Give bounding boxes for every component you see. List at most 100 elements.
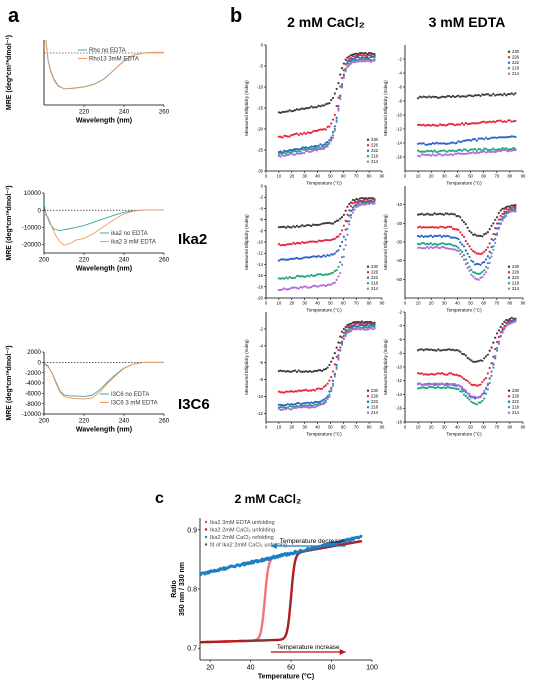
point-214 <box>358 204 362 207</box>
point-230 <box>286 225 290 228</box>
point-214 <box>426 383 429 386</box>
point-230 <box>457 214 460 218</box>
point-218 <box>446 243 449 246</box>
series-line-1 <box>45 40 164 90</box>
point-230 <box>417 349 420 352</box>
point-226 <box>333 363 336 366</box>
point-222 <box>488 250 491 253</box>
point-222 <box>357 56 360 59</box>
point-218 <box>492 245 495 248</box>
point-230 <box>426 212 429 215</box>
point-218 <box>418 386 422 390</box>
point-222 <box>324 141 327 144</box>
point-214 <box>459 252 462 256</box>
point-218 <box>459 148 462 152</box>
point-214 <box>481 150 484 153</box>
point-230 <box>288 109 291 112</box>
point-214 <box>492 362 495 365</box>
point-230 <box>499 93 502 96</box>
point-214 <box>371 328 374 331</box>
point-218 <box>315 147 318 150</box>
point-218 <box>429 385 433 389</box>
point-218 <box>297 149 300 152</box>
point-222 <box>295 256 299 260</box>
point-218 <box>481 399 484 403</box>
point-214 <box>418 382 422 385</box>
point-230 <box>417 97 420 100</box>
point-230 <box>442 213 445 216</box>
point-214 <box>349 62 353 65</box>
point-222 <box>362 324 365 328</box>
point-222 <box>483 138 486 141</box>
point-218 <box>304 148 308 151</box>
point-226 <box>488 120 491 123</box>
point-230 <box>297 225 300 229</box>
point-214 <box>292 286 295 289</box>
point-226 <box>508 119 511 122</box>
point-230 <box>451 213 455 216</box>
point-222 <box>331 379 335 382</box>
point-214 <box>428 247 431 250</box>
point-226 <box>424 373 427 376</box>
point-218 <box>342 74 345 77</box>
x-tick-label: 70 <box>494 425 499 430</box>
point-214 <box>497 341 500 344</box>
point-226 <box>483 378 486 381</box>
point-230 <box>497 329 500 332</box>
point-222 <box>346 220 349 223</box>
y-tick-label: -10000 <box>22 224 42 231</box>
point-214 <box>337 109 340 112</box>
point-230 <box>503 92 506 95</box>
point-218 <box>348 220 351 223</box>
point-218 <box>308 404 311 407</box>
point-218 <box>442 149 445 152</box>
point-214 <box>426 245 429 248</box>
point-222 <box>299 147 302 151</box>
point-214 <box>322 284 326 287</box>
point-222 <box>286 258 290 261</box>
point-230 <box>295 108 299 111</box>
point-230 <box>433 95 436 99</box>
point-214 <box>321 284 324 287</box>
point-222 <box>286 402 290 406</box>
point-222 <box>306 401 309 404</box>
point-214 <box>483 150 486 153</box>
point-230 <box>429 348 433 351</box>
point-230 <box>431 95 434 98</box>
point-230 <box>479 359 482 362</box>
legend-label: 226 <box>371 270 379 275</box>
panel-letter-c: c <box>155 490 164 507</box>
x-tick-label: 70 <box>494 301 499 306</box>
point-230 <box>444 348 447 352</box>
point-214 <box>290 152 293 155</box>
point-222 <box>431 142 434 145</box>
point-214 <box>313 148 317 151</box>
point-226 <box>464 239 467 243</box>
point-226 <box>306 131 309 134</box>
point-226 <box>292 390 295 393</box>
point-218 <box>292 150 295 153</box>
point-226 <box>344 328 347 331</box>
point-218 <box>479 272 482 275</box>
point-218 <box>330 272 333 275</box>
x-tick-label: 30 <box>302 174 307 179</box>
point-222 <box>330 386 333 390</box>
x-tick-label: 10 <box>416 425 421 430</box>
point-230 <box>308 369 311 373</box>
point-214 <box>470 151 473 155</box>
point-222 <box>344 228 347 231</box>
point-230 <box>319 369 322 372</box>
point-230 <box>351 53 354 56</box>
x-tick-label: 0 <box>265 174 268 179</box>
point-230 <box>279 225 282 229</box>
point-222 <box>481 137 484 140</box>
point-226 <box>464 121 467 125</box>
point-214 <box>297 406 300 409</box>
point-222 <box>451 141 455 144</box>
point-230 <box>344 325 347 329</box>
point-222 <box>473 397 477 400</box>
point-218 <box>301 148 304 151</box>
point-226 <box>424 226 427 229</box>
